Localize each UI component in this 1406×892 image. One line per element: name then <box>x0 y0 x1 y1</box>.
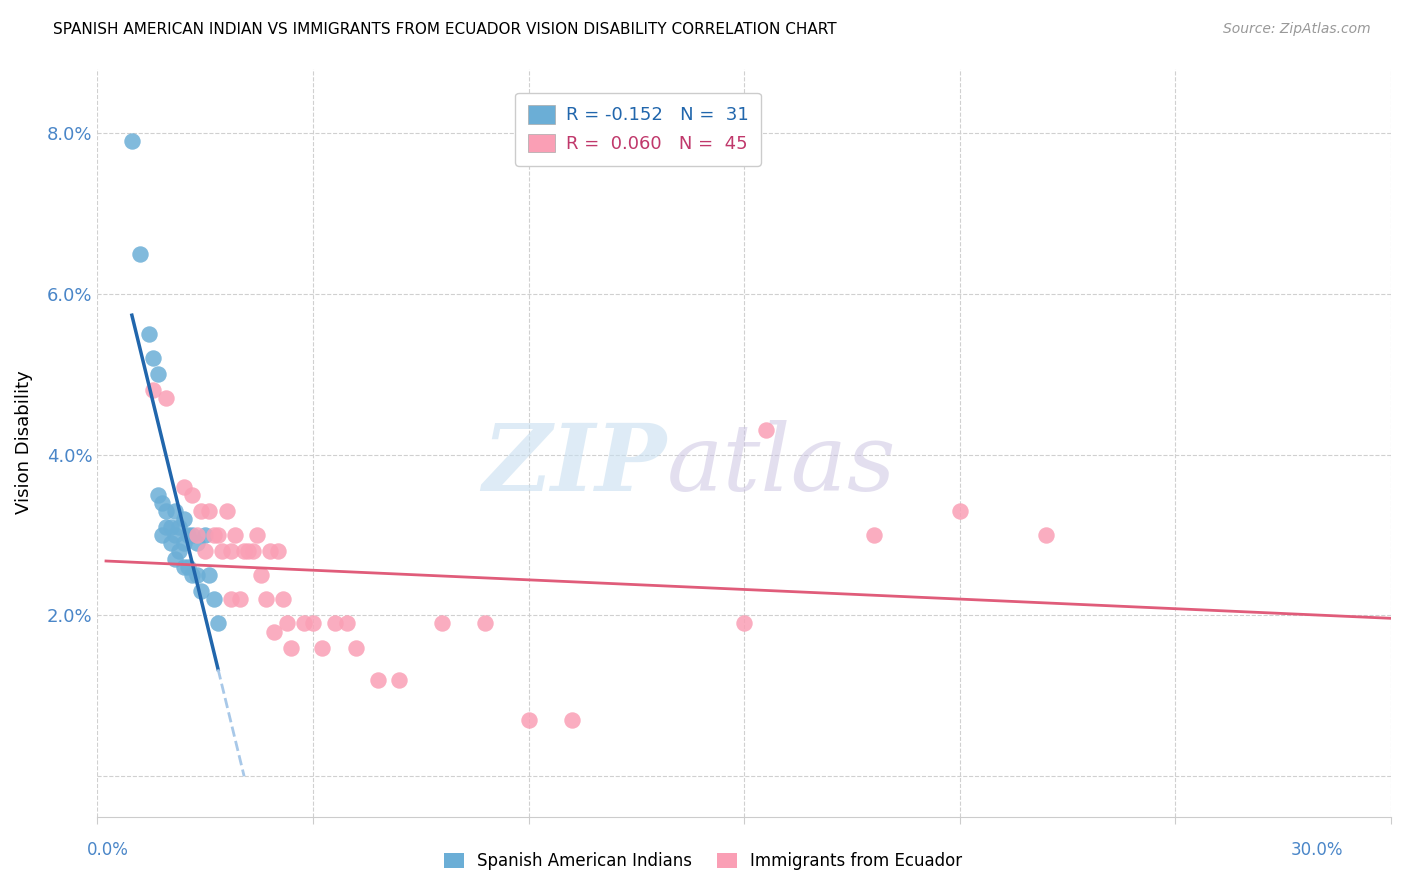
Point <box>181 568 204 582</box>
Point <box>155 520 177 534</box>
Point <box>159 520 181 534</box>
Point <box>238 544 260 558</box>
Point <box>292 616 315 631</box>
Point <box>186 536 208 550</box>
Point <box>190 584 212 599</box>
Point <box>276 616 298 631</box>
Point <box>246 528 269 542</box>
Point <box>388 673 411 687</box>
Point <box>224 528 246 542</box>
Point <box>755 424 778 438</box>
Point <box>263 624 285 639</box>
Point <box>146 488 169 502</box>
Point <box>254 592 277 607</box>
Point <box>280 640 302 655</box>
Point <box>250 568 273 582</box>
Point <box>181 488 204 502</box>
Point <box>862 528 884 542</box>
Point <box>323 616 346 631</box>
Point <box>367 673 389 687</box>
Point <box>186 528 208 542</box>
Point <box>194 528 217 542</box>
Point <box>233 544 256 558</box>
Point <box>336 616 359 631</box>
Point <box>163 528 186 542</box>
Y-axis label: Vision Disability: Vision Disability <box>15 371 32 515</box>
Point <box>177 560 200 574</box>
Text: ZIP: ZIP <box>482 420 666 510</box>
Point <box>219 592 242 607</box>
Point <box>311 640 333 655</box>
Point <box>1035 528 1057 542</box>
Point <box>432 616 454 631</box>
Point <box>138 326 160 341</box>
Point <box>207 616 229 631</box>
Point <box>271 592 294 607</box>
Point <box>173 512 195 526</box>
Point <box>173 480 195 494</box>
Point <box>474 616 496 631</box>
Point <box>173 536 195 550</box>
Point <box>163 552 186 566</box>
Point <box>198 568 221 582</box>
Point <box>146 367 169 381</box>
Point <box>169 544 191 558</box>
Point <box>142 383 165 397</box>
Point <box>181 528 204 542</box>
Point <box>344 640 367 655</box>
Point <box>121 134 143 148</box>
Point <box>186 568 208 582</box>
Point <box>207 528 229 542</box>
Point <box>259 544 281 558</box>
Point <box>267 544 290 558</box>
Point <box>150 496 173 510</box>
Point <box>215 504 238 518</box>
Text: SPANISH AMERICAN INDIAN VS IMMIGRANTS FROM ECUADOR VISION DISABILITY CORRELATION: SPANISH AMERICAN INDIAN VS IMMIGRANTS FR… <box>53 22 837 37</box>
Point <box>159 536 181 550</box>
Point <box>517 713 540 727</box>
Point <box>163 504 186 518</box>
Point <box>949 504 972 518</box>
Point <box>190 504 212 518</box>
Text: atlas: atlas <box>666 420 896 510</box>
Text: 30.0%: 30.0% <box>1291 840 1343 858</box>
Point <box>302 616 325 631</box>
Legend: Spanish American Indians, Immigrants from Ecuador: Spanish American Indians, Immigrants fro… <box>437 846 969 877</box>
Point <box>155 392 177 406</box>
Point <box>561 713 583 727</box>
Text: 0.0%: 0.0% <box>87 840 129 858</box>
Point <box>202 592 225 607</box>
Point <box>219 544 242 558</box>
Point <box>129 246 152 260</box>
Point <box>733 616 755 631</box>
Text: Source: ZipAtlas.com: Source: ZipAtlas.com <box>1223 22 1371 37</box>
Point <box>194 544 217 558</box>
Legend: R = -0.152   N =  31, R =  0.060   N =  45: R = -0.152 N = 31, R = 0.060 N = 45 <box>515 93 761 166</box>
Point <box>198 504 221 518</box>
Point <box>150 528 173 542</box>
Point <box>177 528 200 542</box>
Point <box>155 504 177 518</box>
Point <box>173 560 195 574</box>
Point <box>202 528 225 542</box>
Point <box>242 544 264 558</box>
Point <box>211 544 233 558</box>
Point <box>142 351 165 365</box>
Point <box>228 592 250 607</box>
Point <box>169 520 191 534</box>
